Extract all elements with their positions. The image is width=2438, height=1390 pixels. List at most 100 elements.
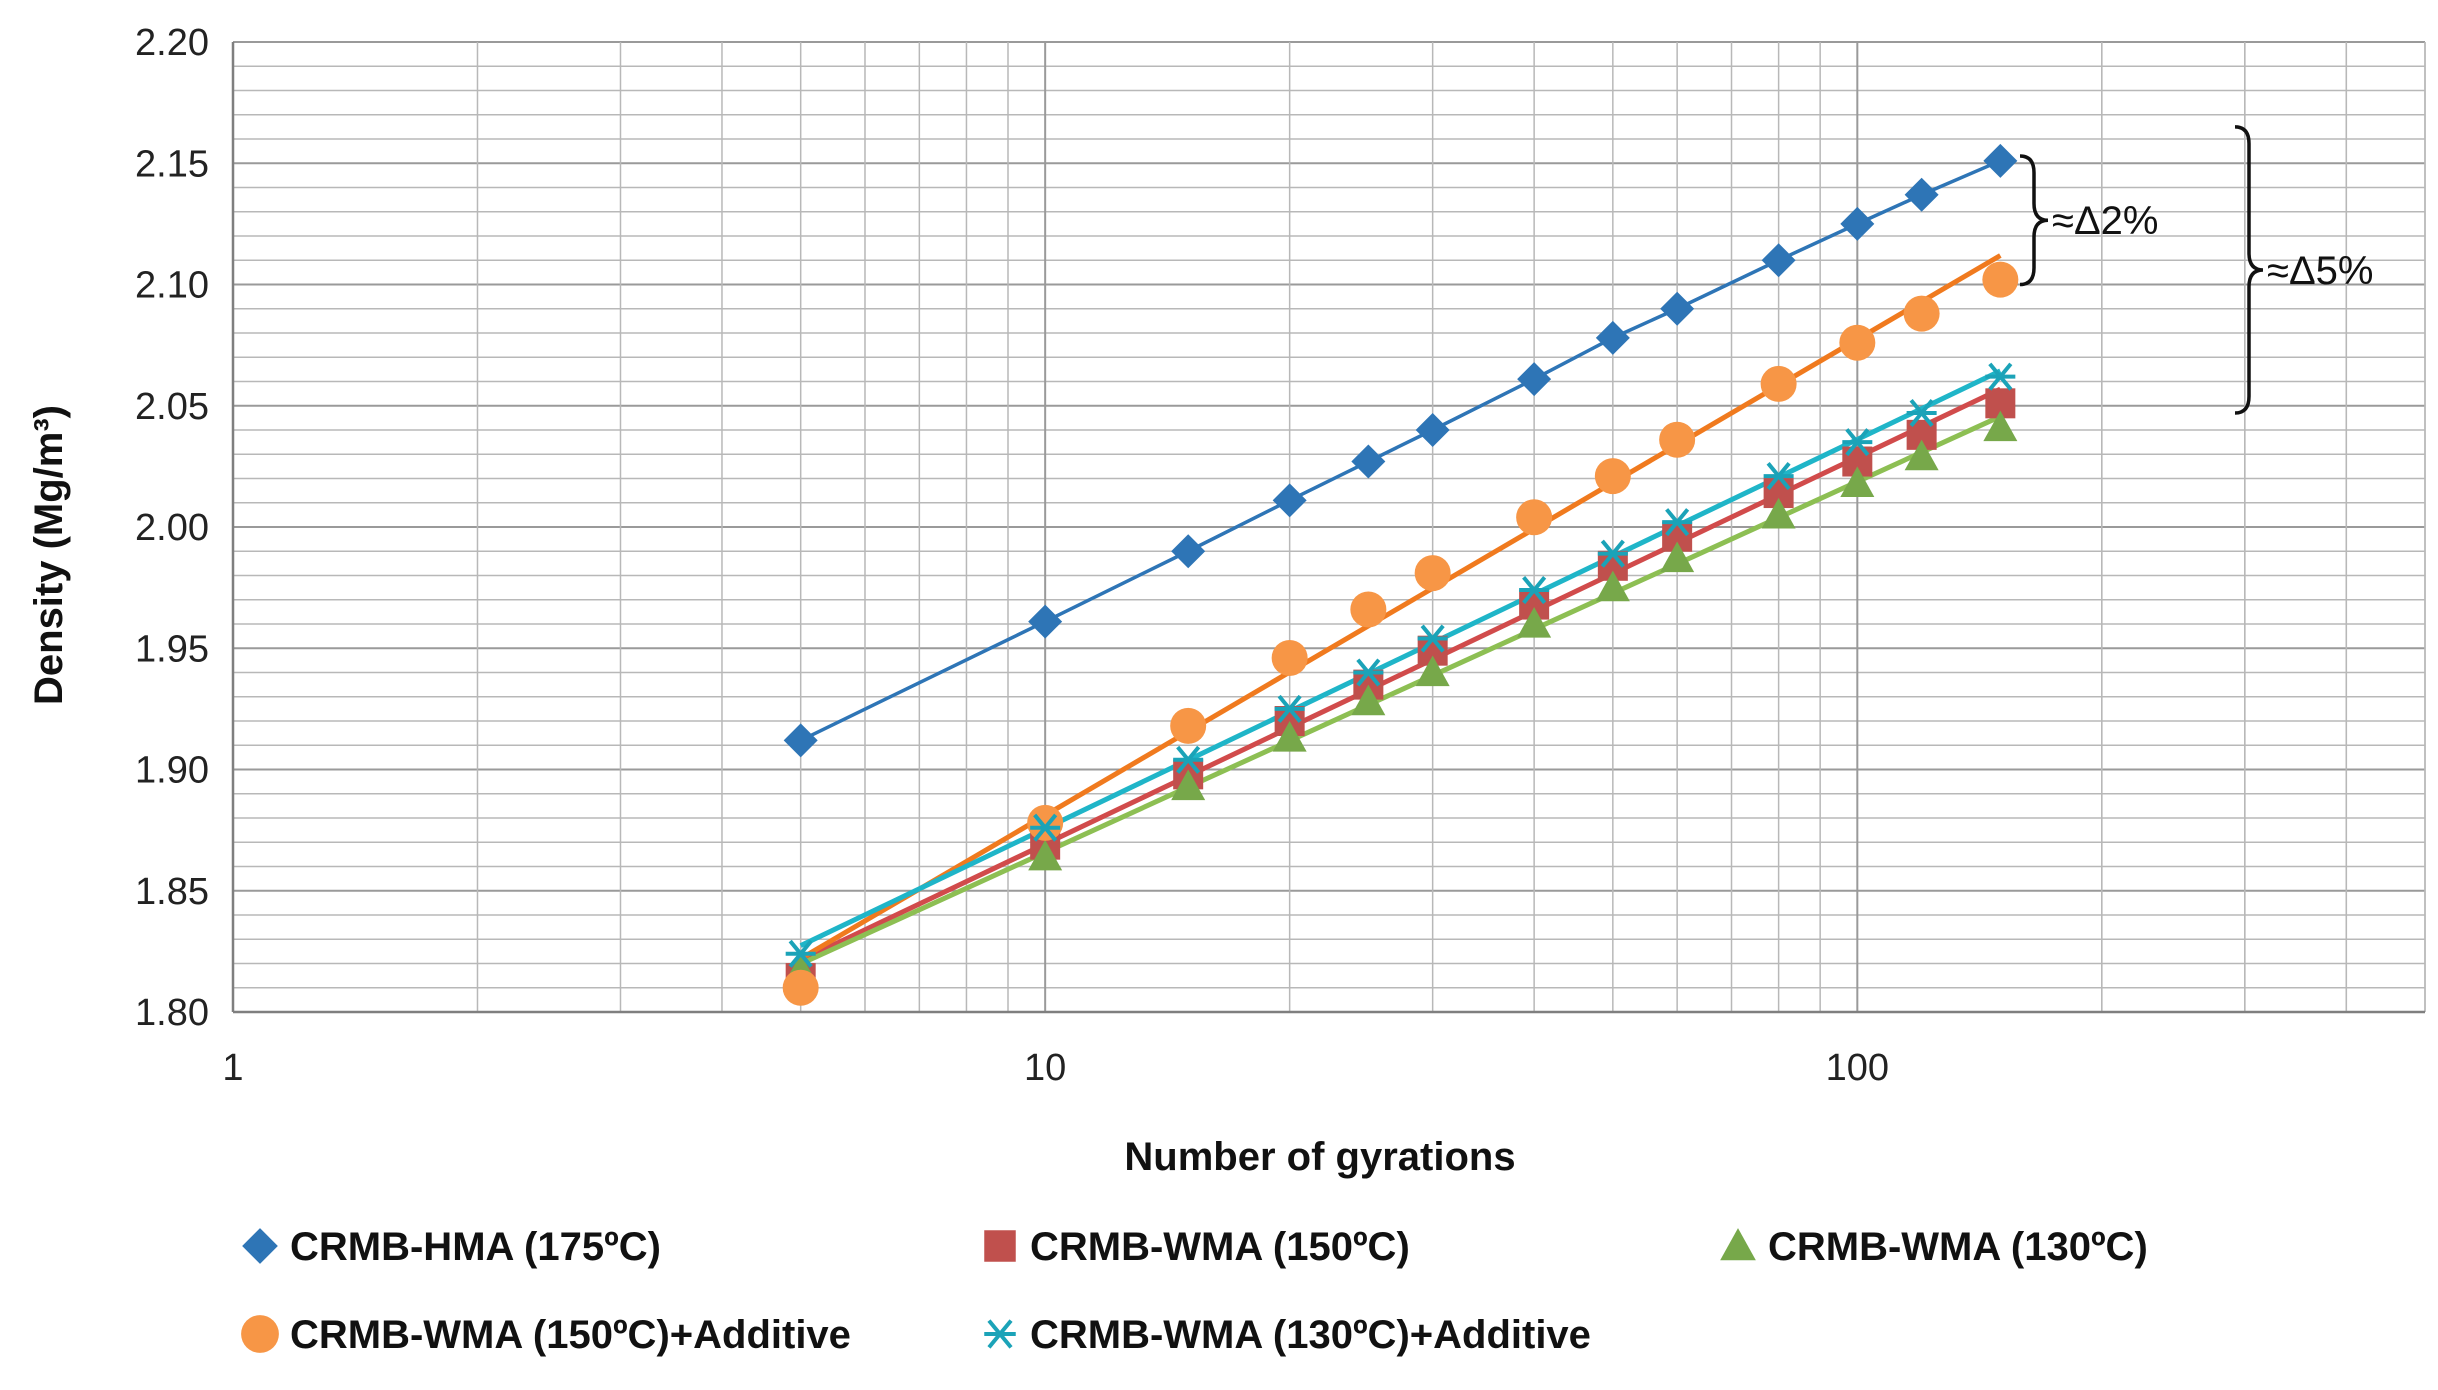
- triangle-marker: [1171, 769, 1206, 801]
- circle-marker: [1659, 421, 1696, 458]
- asterisk-marker: [1985, 362, 2016, 391]
- y-axis-title: Density (Mg/m³): [27, 405, 71, 705]
- circle-marker: [782, 969, 819, 1006]
- annotation-delta-5: ≈Δ5%: [2234, 125, 2373, 415]
- circle-marker: [1594, 458, 1631, 495]
- trend-line: [799, 253, 2002, 961]
- diamond-marker: [1840, 206, 1875, 241]
- legend-label: CRMB-WMA (150ºC)+Additive: [290, 1313, 851, 1357]
- triangle-marker: [1720, 1228, 1756, 1261]
- x-axis-title: Number of gyrations: [1124, 1135, 1515, 1179]
- curly-brace: [2019, 154, 2049, 287]
- asterisk-marker: [1274, 694, 1305, 723]
- series-5-points: [785, 362, 2016, 968]
- triangle-marker: [1983, 410, 2018, 442]
- annotation-delta-2-label: ≈Δ2%: [2052, 199, 2158, 243]
- asterisk-marker: [1842, 428, 1873, 457]
- y-tick-label: 2.05: [135, 386, 209, 428]
- series-2: [799, 386, 2002, 963]
- asterisk-marker: [785, 939, 816, 968]
- triangle-marker: [1660, 541, 1695, 573]
- asterisk-marker: [1030, 813, 1061, 842]
- grid: [232, 41, 2426, 1013]
- triangle-marker: [1840, 466, 1875, 497]
- diamond-marker: [1415, 413, 1450, 447]
- series-3-points: [783, 410, 2018, 985]
- circle-marker: [1903, 295, 1940, 332]
- y-tick-label: 2.20: [135, 22, 209, 64]
- triangle-marker: [1517, 607, 1552, 638]
- circle-marker: [241, 1315, 279, 1353]
- circle-marker: [1414, 555, 1451, 592]
- triangle-marker: [1415, 655, 1450, 687]
- legend-item-1: CRMB-HMA (175ºC): [242, 1225, 661, 1269]
- x-tick-label: 10: [1024, 1047, 1066, 1089]
- diamond-marker: [1983, 143, 2018, 178]
- diamond-marker: [242, 1228, 278, 1264]
- asterisk-marker: [1662, 508, 1693, 537]
- square-marker: [984, 1230, 1016, 1262]
- asterisk-marker: [1353, 658, 1384, 687]
- axes: 1.80 1.85 1.90 1.95 2.00 2.05 2.10 2.15 2.20 1 10 1…: [135, 22, 2425, 1089]
- series-4-points: [782, 261, 2019, 1006]
- asterisk-marker: [1906, 399, 1937, 428]
- diamond-marker: [783, 723, 818, 758]
- x-tick-label: 1: [222, 1047, 243, 1089]
- diamond-marker: [1761, 243, 1796, 278]
- legend-label: CRMB-WMA (150ºC): [1030, 1225, 1410, 1269]
- series-4: [799, 253, 2002, 961]
- diamond-marker: [1517, 362, 1552, 397]
- triangle-marker: [1272, 720, 1307, 752]
- diamond-marker: [1028, 604, 1063, 639]
- triangle-marker: [1028, 839, 1063, 871]
- annotation-delta-5-label: ≈Δ5%: [2267, 249, 2373, 293]
- curly-brace: [2234, 125, 2264, 415]
- series: [782, 143, 2019, 1006]
- legend-item-4: CRMB-WMA (150ºC)+Additive: [241, 1313, 851, 1357]
- diamond-marker: [1595, 320, 1630, 355]
- asterisk-marker: [984, 1319, 1016, 1349]
- circle-marker: [1170, 707, 1207, 744]
- asterisk-marker: [1519, 576, 1550, 605]
- trend-line: [799, 414, 2002, 967]
- legend-item-2: CRMB-WMA (150ºC): [984, 1225, 1410, 1269]
- circle-marker: [1982, 261, 2019, 298]
- triangle-marker: [1351, 684, 1386, 716]
- diamond-marker: [1272, 483, 1307, 518]
- asterisk-marker: [1173, 745, 1204, 774]
- diamond-marker: [1351, 444, 1386, 479]
- trend-line: [799, 368, 2002, 948]
- trend-line: [799, 386, 2002, 963]
- annotations: ≈Δ2% ≈Δ5%: [2019, 125, 2373, 415]
- diamond-marker: [1660, 291, 1695, 326]
- triangle-marker: [1904, 439, 1939, 471]
- x-tick-label: 100: [1826, 1047, 1889, 1089]
- legend: CRMB-HMA (175ºC) CRMB-WMA (150ºC) CRMB-WMA…: [241, 1225, 2148, 1357]
- triangle-marker: [1595, 570, 1630, 602]
- legend-item-3: CRMB-WMA (130ºC): [1720, 1225, 2148, 1269]
- y-tick-label: 2.15: [135, 143, 209, 185]
- y-tick-label: 1.95: [135, 628, 209, 670]
- legend-item-5: CRMB-WMA (130ºC)+Additive: [984, 1313, 1591, 1357]
- asterisk-marker: [1763, 462, 1794, 491]
- circle-marker: [1350, 591, 1387, 628]
- triangle-marker: [1761, 497, 1796, 529]
- y-tick-label: 1.90: [135, 750, 209, 792]
- legend-label: CRMB-HMA (175ºC): [290, 1225, 661, 1269]
- circle-marker: [1271, 639, 1308, 676]
- annotation-delta-2: ≈Δ2%: [2019, 154, 2158, 287]
- series-3: [799, 414, 2002, 967]
- legend-label: CRMB-WMA (130ºC): [1768, 1225, 2148, 1269]
- circle-marker: [1027, 804, 1064, 841]
- y-tick-label: 1.85: [135, 871, 209, 913]
- y-tick-label: 1.80: [135, 992, 209, 1034]
- asterisk-marker: [1597, 539, 1628, 568]
- diamond-marker: [1171, 534, 1206, 569]
- y-tick-label: 2.00: [135, 507, 209, 549]
- diamond-marker: [1904, 177, 1939, 212]
- circle-marker: [1516, 499, 1553, 536]
- y-tick-label: 2.10: [135, 265, 209, 307]
- circle-marker: [1839, 324, 1876, 361]
- series-5: [799, 368, 2002, 948]
